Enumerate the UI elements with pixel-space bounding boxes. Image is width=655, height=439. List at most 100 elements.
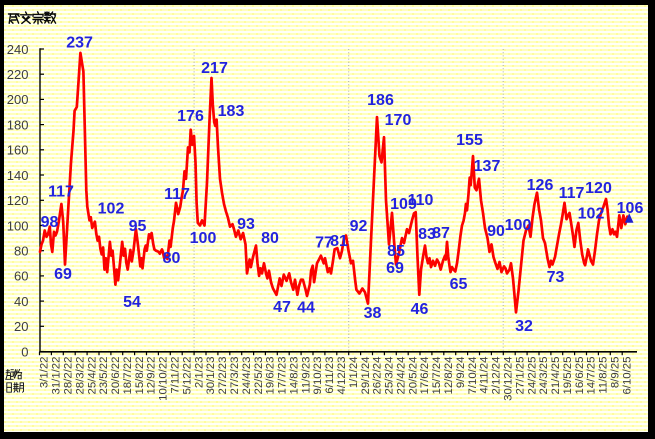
svg-text:100: 100 bbox=[505, 217, 532, 234]
svg-text:6/10/25: 6/10/25 bbox=[621, 357, 633, 395]
svg-text:102: 102 bbox=[98, 201, 125, 218]
svg-text:40: 40 bbox=[14, 294, 28, 309]
svg-text:25/4/22: 25/4/22 bbox=[86, 357, 98, 395]
svg-text:30/1/23: 30/1/23 bbox=[205, 357, 217, 395]
svg-text:3/1/22: 3/1/22 bbox=[39, 357, 51, 389]
svg-text:32: 32 bbox=[515, 318, 533, 335]
svg-text:19/5/25: 19/5/25 bbox=[562, 357, 574, 395]
svg-text:24/4/23: 24/4/23 bbox=[241, 357, 253, 395]
svg-text:16/6/25: 16/6/25 bbox=[574, 357, 586, 395]
svg-text:7/10/24: 7/10/24 bbox=[467, 357, 479, 395]
svg-text:28/3/22: 28/3/22 bbox=[74, 357, 86, 395]
svg-text:140: 140 bbox=[7, 168, 29, 183]
svg-text:24/3/25: 24/3/25 bbox=[538, 357, 550, 395]
svg-text:7/11/22: 7/11/22 bbox=[170, 357, 182, 394]
svg-text:73: 73 bbox=[547, 269, 565, 286]
svg-text:6/11/23: 6/11/23 bbox=[324, 357, 336, 394]
svg-text:5/12/22: 5/12/22 bbox=[181, 357, 193, 395]
svg-text:20: 20 bbox=[14, 319, 28, 334]
svg-text:240: 240 bbox=[7, 42, 29, 57]
svg-text:69: 69 bbox=[54, 266, 72, 283]
svg-text:120: 120 bbox=[7, 193, 29, 208]
svg-text:180: 180 bbox=[7, 117, 29, 132]
svg-text:100: 100 bbox=[7, 218, 29, 233]
svg-text:38: 38 bbox=[364, 305, 382, 322]
svg-text:237: 237 bbox=[66, 35, 93, 52]
svg-text:14/8/23: 14/8/23 bbox=[288, 357, 300, 395]
svg-text:109: 109 bbox=[390, 196, 417, 213]
svg-text:18/7/22: 18/7/22 bbox=[122, 357, 134, 395]
svg-text:22/4/24: 22/4/24 bbox=[396, 357, 408, 395]
svg-text:102: 102 bbox=[578, 206, 605, 223]
svg-text:47: 47 bbox=[273, 299, 291, 316]
svg-text:24/2/25: 24/2/25 bbox=[526, 357, 538, 395]
svg-text:44: 44 bbox=[297, 300, 315, 317]
svg-text:29/1/24: 29/1/24 bbox=[360, 357, 372, 395]
svg-text:87: 87 bbox=[432, 225, 450, 242]
svg-text:22/5/23: 22/5/23 bbox=[253, 357, 265, 395]
svg-text:31/1/22: 31/1/22 bbox=[51, 357, 63, 395]
svg-text:9/10/23: 9/10/23 bbox=[312, 357, 324, 395]
svg-text:4/12/23: 4/12/23 bbox=[336, 357, 348, 395]
svg-text:200: 200 bbox=[7, 92, 29, 107]
svg-text:137: 137 bbox=[474, 158, 501, 175]
svg-text:110: 110 bbox=[408, 192, 434, 209]
svg-text:176: 176 bbox=[177, 108, 204, 125]
svg-text:155: 155 bbox=[456, 132, 483, 149]
svg-text:170: 170 bbox=[385, 112, 412, 129]
svg-text:11/8/25: 11/8/25 bbox=[598, 357, 610, 394]
svg-text:183: 183 bbox=[218, 103, 245, 120]
svg-text:15/8/22: 15/8/22 bbox=[134, 357, 146, 395]
svg-text:220: 220 bbox=[7, 67, 29, 82]
svg-text:117: 117 bbox=[48, 184, 74, 201]
svg-text:81: 81 bbox=[330, 233, 348, 250]
svg-text:90: 90 bbox=[487, 223, 505, 240]
svg-text:12/9/22: 12/9/22 bbox=[146, 357, 158, 395]
svg-text:160: 160 bbox=[7, 143, 29, 158]
svg-text:10/10/22: 10/10/22 bbox=[158, 357, 170, 401]
svg-text:60: 60 bbox=[14, 269, 28, 284]
svg-text:117: 117 bbox=[164, 186, 190, 203]
svg-text:25/3/24: 25/3/24 bbox=[384, 357, 396, 395]
svg-text:54: 54 bbox=[123, 294, 141, 311]
svg-text:126: 126 bbox=[527, 177, 554, 194]
svg-text:46: 46 bbox=[411, 301, 429, 318]
svg-text:80: 80 bbox=[261, 230, 279, 247]
svg-text:12/8/24: 12/8/24 bbox=[443, 357, 455, 395]
svg-text:85: 85 bbox=[387, 243, 405, 260]
svg-text:9/9/24: 9/9/24 bbox=[455, 357, 467, 389]
svg-text:4/11/24: 4/11/24 bbox=[479, 357, 491, 394]
svg-text:30/12/24: 30/12/24 bbox=[503, 357, 515, 401]
svg-text:19/6/23: 19/6/23 bbox=[265, 357, 277, 395]
svg-text:77: 77 bbox=[315, 235, 333, 252]
svg-text:1/1/24: 1/1/24 bbox=[348, 357, 360, 389]
svg-text:117: 117 bbox=[559, 185, 585, 202]
svg-text:80: 80 bbox=[163, 250, 181, 267]
svg-text:95: 95 bbox=[129, 218, 147, 235]
svg-text:17/7/23: 17/7/23 bbox=[277, 357, 289, 395]
svg-text:65: 65 bbox=[450, 276, 468, 293]
svg-text:93: 93 bbox=[237, 216, 255, 233]
svg-text:69: 69 bbox=[386, 260, 404, 277]
svg-text:186: 186 bbox=[367, 92, 394, 109]
svg-text:0: 0 bbox=[21, 344, 28, 359]
svg-text:17/6/24: 17/6/24 bbox=[419, 357, 431, 395]
svg-text:27/2/23: 27/2/23 bbox=[217, 357, 229, 395]
svg-text:27/1/25: 27/1/25 bbox=[514, 357, 526, 395]
svg-text:20/5/24: 20/5/24 bbox=[407, 357, 419, 395]
svg-text:20/6/22: 20/6/22 bbox=[110, 357, 122, 395]
svg-text:120: 120 bbox=[585, 180, 612, 197]
svg-text:27/3/23: 27/3/23 bbox=[229, 357, 241, 395]
svg-text:21/4/25: 21/4/25 bbox=[550, 357, 562, 395]
svg-text:26/2/24: 26/2/24 bbox=[372, 357, 384, 395]
svg-text:98: 98 bbox=[41, 214, 59, 231]
svg-text:80: 80 bbox=[14, 244, 28, 259]
svg-text:23/5/22: 23/5/22 bbox=[98, 357, 110, 395]
svg-text:217: 217 bbox=[201, 60, 228, 77]
svg-text:83: 83 bbox=[418, 226, 436, 243]
svg-text:14/7/25: 14/7/25 bbox=[586, 357, 598, 395]
svg-text:8/9/25: 8/9/25 bbox=[610, 357, 622, 389]
svg-text:2/1/23: 2/1/23 bbox=[193, 357, 205, 389]
svg-text:92: 92 bbox=[350, 218, 368, 235]
svg-text:100: 100 bbox=[190, 230, 217, 247]
